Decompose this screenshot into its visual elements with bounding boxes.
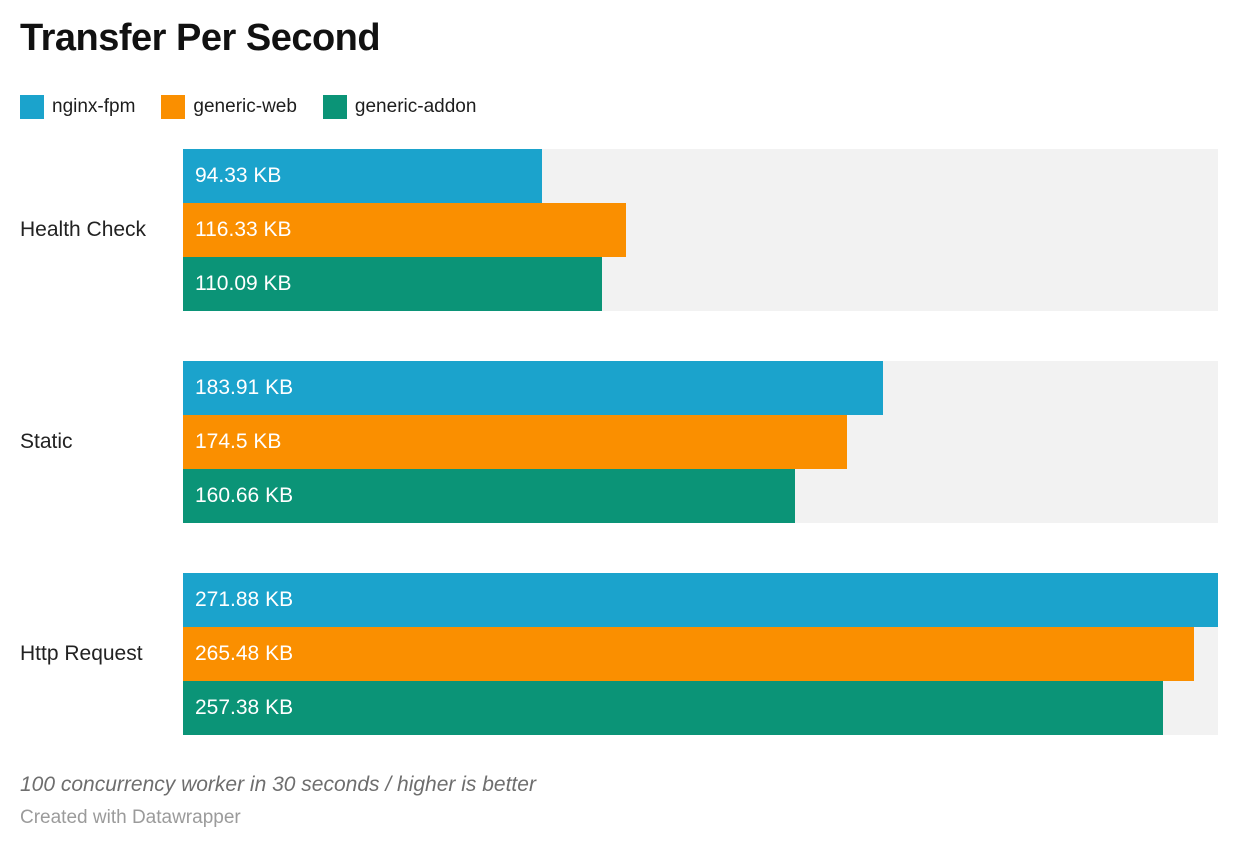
bar-track: 94.33 KB 116.33 KB 110.09 KB [183,148,1218,311]
legend-item-generic-web: generic-web [161,94,297,119]
legend-swatch-icon [322,94,347,119]
bar-row: 110.09 KB [183,256,1218,311]
legend-swatch-icon [161,94,186,119]
bar-row: 94.33 KB [183,148,1218,203]
legend-label: generic-addon [354,95,477,117]
bar-chart: Health Check 94.33 KB 116.33 KB 110.09 KB St… [20,148,1218,735]
chart-title: Transfer Per Second [20,17,381,59]
bar-row: 257.38 KB [183,680,1218,735]
category-group: Http Request 271.88 KB 265.48 KB 257.38 KB [20,572,1218,735]
bar-row: 174.5 KB [183,414,1218,469]
category-group: Static 183.91 KB 174.5 KB 160.66 KB [20,360,1218,523]
legend-swatch-icon [20,94,44,119]
bar-generic-addon: 110.09 KB [183,256,603,311]
bar-value-label: 110.09 KB [195,271,292,295]
bar-row: 116.33 KB [183,202,1218,257]
category-label: Health Check [20,217,147,241]
bar-value-label: 94.33 KB [195,163,282,187]
chart-footnote: 100 concurrency worker in 30 seconds / h… [20,772,536,796]
category-label: Http Request [20,641,143,665]
bar-value-label: 174.5 KB [195,429,282,453]
bar-generic-web: 174.5 KB [183,414,848,469]
category-label: Static [20,429,73,453]
bar-value-label: 116.33 KB [195,217,292,241]
bar-row: 160.66 KB [183,468,1218,523]
bar-generic-addon: 160.66 KB [183,468,795,523]
bar-nginx-fpm: 183.91 KB [183,360,884,415]
bar-nginx-fpm: 271.88 KB [183,572,1218,627]
category-group: Health Check 94.33 KB 116.33 KB 110.09 KB [20,148,1218,311]
legend: nginx-fpm generic-web generic-addon [20,94,1218,119]
datawrapper-attribution-link[interactable]: Created with Datawrapper [20,806,241,828]
bar-value-label: 257.38 KB [195,695,294,719]
bar-value-label: 265.48 KB [195,641,294,665]
bar-value-label: 271.88 KB [195,587,294,611]
legend-item-nginx-fpm: nginx-fpm [20,94,136,119]
bar-row: 271.88 KB [183,572,1218,627]
bar-nginx-fpm: 94.33 KB [183,148,543,203]
bar-track: 183.91 KB 174.5 KB 160.66 KB [183,360,1218,523]
bar-generic-addon: 257.38 KB [183,680,1163,735]
bar-row: 265.48 KB [183,626,1218,681]
bar-track: 271.88 KB 265.48 KB 257.38 KB [183,572,1218,735]
legend-item-generic-addon: generic-addon [322,94,477,119]
legend-label: generic-web [193,95,297,117]
bar-row: 183.91 KB [183,360,1218,415]
bar-generic-web: 116.33 KB [183,202,626,257]
bar-value-label: 183.91 KB [195,375,294,399]
bar-value-label: 160.66 KB [195,483,294,507]
legend-label: nginx-fpm [52,95,136,117]
bar-generic-web: 265.48 KB [183,626,1194,681]
